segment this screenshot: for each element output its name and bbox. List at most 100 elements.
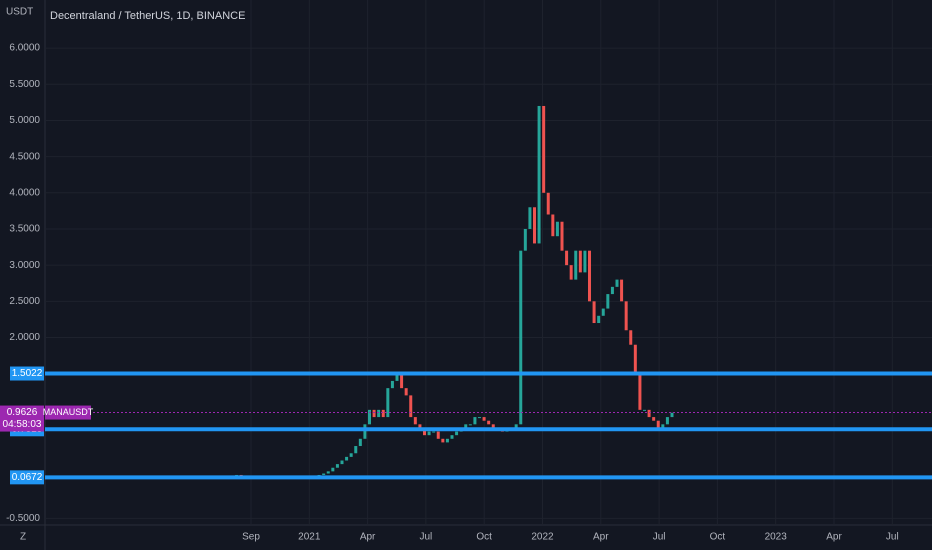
corner-label: Z	[20, 532, 26, 543]
candle	[377, 409, 381, 418]
candle	[436, 431, 440, 439]
y-tick-label: 5.5000	[9, 79, 40, 90]
candle	[533, 207, 536, 244]
candle	[445, 438, 449, 443]
y-tick-label: 3.0000	[9, 260, 40, 271]
candle	[592, 301, 596, 324]
candle	[661, 424, 665, 428]
candle	[652, 417, 656, 421]
symbol-tag	[45, 405, 91, 420]
candle	[381, 409, 385, 418]
candle	[386, 388, 390, 418]
candle	[519, 250, 523, 425]
candle	[643, 409, 646, 411]
candle	[514, 424, 518, 428]
candle	[560, 221, 564, 251]
x-tick-label: Jul	[886, 532, 899, 543]
candle	[537, 105, 541, 244]
candle	[468, 424, 472, 426]
candle	[670, 412, 674, 418]
candle	[473, 417, 477, 425]
candle	[331, 467, 335, 472]
level-tag	[10, 366, 44, 381]
candle	[418, 424, 422, 428]
candle	[349, 453, 353, 457]
candle	[491, 424, 495, 428]
y-tick-label: 6.0000	[9, 43, 40, 54]
candle	[326, 471, 330, 474]
candle	[368, 409, 371, 425]
candle	[578, 250, 582, 273]
candle	[322, 473, 326, 475]
y-tick-label: 2.5000	[9, 296, 40, 307]
candle	[395, 373, 399, 381]
candle	[450, 435, 454, 439]
candle	[629, 330, 633, 345]
y-tick-label: 4.5000	[9, 151, 40, 162]
level-tag	[10, 470, 44, 485]
x-tick-label: 2022	[531, 532, 554, 543]
candle	[551, 214, 555, 237]
y-tick-label: 2.0000	[9, 332, 40, 343]
y-tick-label: 4.0000	[9, 187, 40, 198]
candle	[583, 250, 587, 273]
candle	[546, 192, 550, 215]
candle	[633, 344, 637, 374]
candle	[354, 446, 358, 454]
y-tick-label: 5.0000	[9, 115, 40, 126]
level-label: 0.0672	[12, 472, 43, 483]
level-label: 1.5022	[12, 368, 43, 379]
candle	[610, 286, 614, 295]
y-tick-label: 3.5000	[9, 224, 40, 235]
candle	[455, 431, 459, 436]
candle	[588, 250, 591, 302]
candle	[620, 279, 624, 302]
x-tick-label: Oct	[476, 532, 492, 543]
x-tick-label: Jul	[653, 532, 666, 543]
candle	[656, 420, 660, 428]
candle	[400, 373, 404, 389]
chart-title: Decentraland / TetherUS, 1D, BINANCE	[50, 10, 245, 22]
y-axis-label: USDT	[6, 7, 33, 18]
x-tick-label: Apr	[593, 532, 609, 543]
candle	[409, 395, 413, 418]
x-tick-label: Apr	[826, 532, 842, 543]
x-tick-label: Sep	[242, 532, 260, 543]
price-tag	[0, 405, 44, 432]
x-tick-label: Jul	[420, 532, 433, 543]
candle	[487, 420, 491, 425]
candle	[404, 388, 408, 396]
candle	[523, 228, 527, 251]
candle	[335, 464, 339, 468]
x-tick-label: Apr	[360, 532, 376, 543]
x-tick-label: Oct	[710, 532, 726, 543]
candle	[363, 424, 367, 439]
candle	[482, 417, 486, 421]
countdown: 04:58:03	[3, 419, 42, 430]
candle	[413, 417, 417, 425]
price-label: 0.9626	[7, 407, 38, 418]
x-tick-label: 2021	[298, 532, 321, 543]
candle	[464, 424, 468, 428]
candle	[427, 431, 431, 436]
candle	[542, 105, 546, 193]
candle	[665, 417, 669, 425]
candle	[597, 315, 601, 324]
symbol-label: MANAUSDT	[43, 407, 94, 417]
candle	[647, 409, 651, 418]
candle	[555, 221, 559, 237]
candle	[615, 279, 619, 287]
candle	[358, 438, 362, 447]
candle	[569, 265, 573, 280]
candle	[441, 438, 445, 443]
candle	[565, 250, 569, 266]
candle	[638, 373, 642, 410]
candle	[340, 460, 344, 465]
candle	[601, 308, 605, 316]
y-tick-label: -0.5000	[6, 513, 40, 524]
candle	[606, 294, 610, 309]
candle	[345, 456, 349, 461]
candle	[432, 431, 436, 433]
